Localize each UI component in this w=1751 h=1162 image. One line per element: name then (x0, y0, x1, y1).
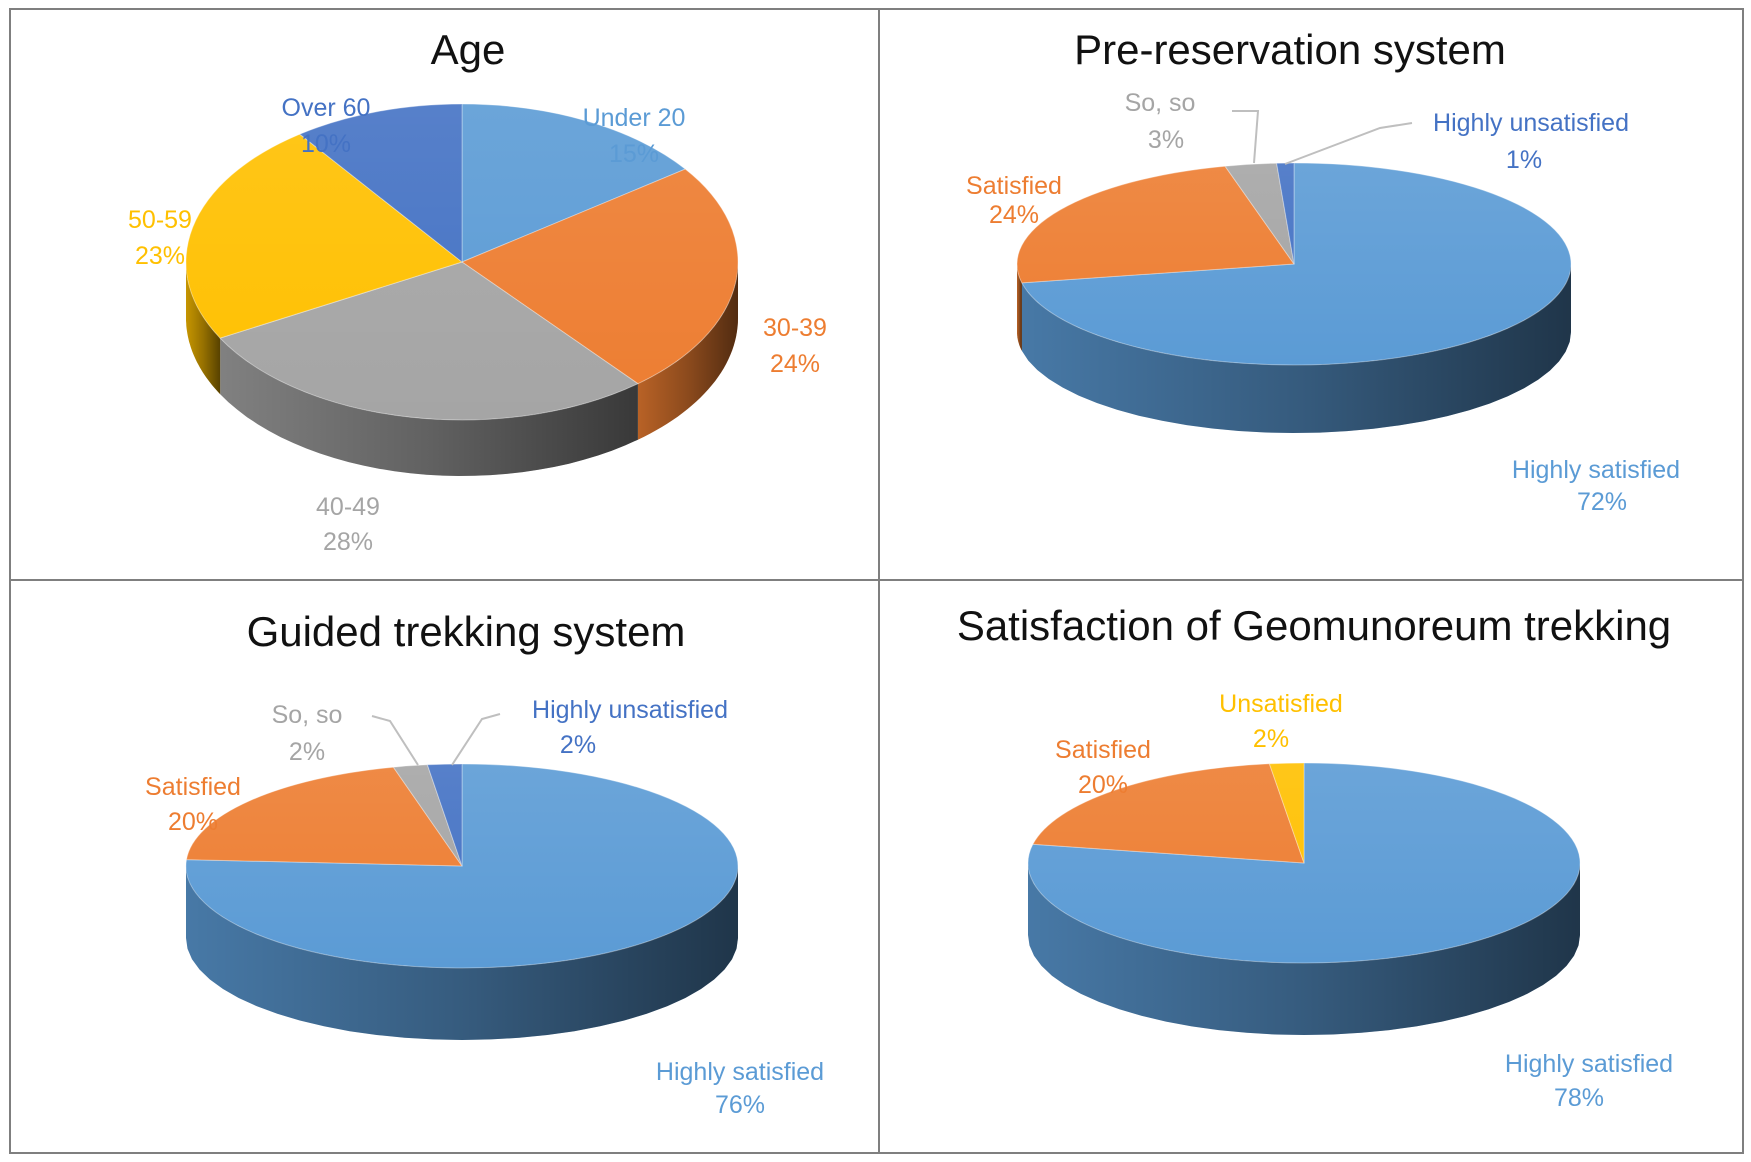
side-30-39-shade (637, 262, 738, 440)
slice-label-so-so: So, so 3% (1125, 89, 1196, 154)
panel-geomunoreum: Satisfaction of Geomunoreum trekking Hig… (957, 602, 1673, 1112)
panel-age: Age Under 20 15% 30-39 24% 40-49 28% 50-59 2… (128, 26, 827, 556)
chart-title-pre-reservation: Pre-reservation system (1074, 26, 1506, 73)
slice-label-highly-satisfied: Highly satisfied 78% (1505, 1050, 1673, 1112)
slice-label-over-60: Over 60 10% (282, 94, 371, 158)
labels-age: Under 20 15% 30-39 24% 40-49 28% 50-59 23% O… (128, 94, 827, 556)
leader-line-so-so (1232, 110, 1260, 164)
pie-guided-trekking (185, 763, 739, 1040)
labels-pre-reservation: Highly satisfied 72% Satisfied 24% So, so 3… (966, 89, 1680, 516)
side-50-59-shade (186, 262, 221, 395)
pie-age (185, 103, 739, 476)
chart-title-geomunoreum: Satisfaction of Geomunoreum trekking (957, 602, 1671, 649)
side-highly-satisfied-shade (186, 866, 738, 1040)
leader-line-so-so (371, 715, 419, 766)
labels-guided-trekking: Highly satisfied 76% Satisfied 20% So, so 2… (145, 696, 824, 1119)
leader-line-highly-unsatisfied (1284, 122, 1413, 165)
top-highlight (186, 764, 738, 968)
panel-pre-reservation: Pre-reservation system Highly satisfied 7… (966, 26, 1680, 516)
side-highly-satisfied-shade (1028, 863, 1580, 1035)
top-highlight (1017, 163, 1571, 365)
slice-label-highly-unsatisfied: Highly unsatisfied 2% (532, 696, 728, 759)
slice-label-satisfied: Satisfied 20% (1055, 736, 1151, 799)
side-40-49-shade (220, 338, 638, 476)
slice-label-highly-satisfied: Highly satisfied 76% (656, 1058, 824, 1119)
pie-pre-reservation (1016, 162, 1572, 433)
slice-label-30-39: 30-39 24% (763, 314, 827, 378)
panel-guided-trekking: Guided trekking system Highly satisfied 7… (145, 608, 824, 1119)
slice-label-40-49: 40-49 28% (316, 493, 380, 556)
slice-label-satisfied: Satisfied 24% (966, 172, 1062, 229)
slice-label-50-59: 50-59 23% (128, 206, 192, 270)
slice-label-highly-unsatisfied: Highly unsatisfied 1% (1433, 109, 1629, 174)
slice-label-highly-satisfied: Highly satisfied 72% (1512, 456, 1680, 516)
chart-title-age: Age (431, 26, 506, 73)
leader-line-highly-unsatisfied (451, 713, 501, 766)
pie-geomunoreum (1027, 762, 1581, 1035)
slice-label-satisfied: Satisfied 20% (145, 773, 241, 836)
chart-title-guided-trekking: Guided trekking system (247, 608, 686, 655)
slice-label-under-20: Under 20 15% (583, 104, 686, 168)
side-highly-satisfied-shade (1021, 264, 1571, 433)
slice-label-unsatisfied: Unsatisfied 2% (1219, 690, 1343, 753)
labels-geomunoreum: Highly satisfied 78% Satisfied 20% Unsatis… (1055, 690, 1673, 1112)
top-highlight (1028, 763, 1580, 963)
slice-label-so-so: So, so 2% (272, 701, 343, 766)
top-highlight (186, 104, 738, 420)
side-satisfied-shade (1017, 264, 1022, 351)
